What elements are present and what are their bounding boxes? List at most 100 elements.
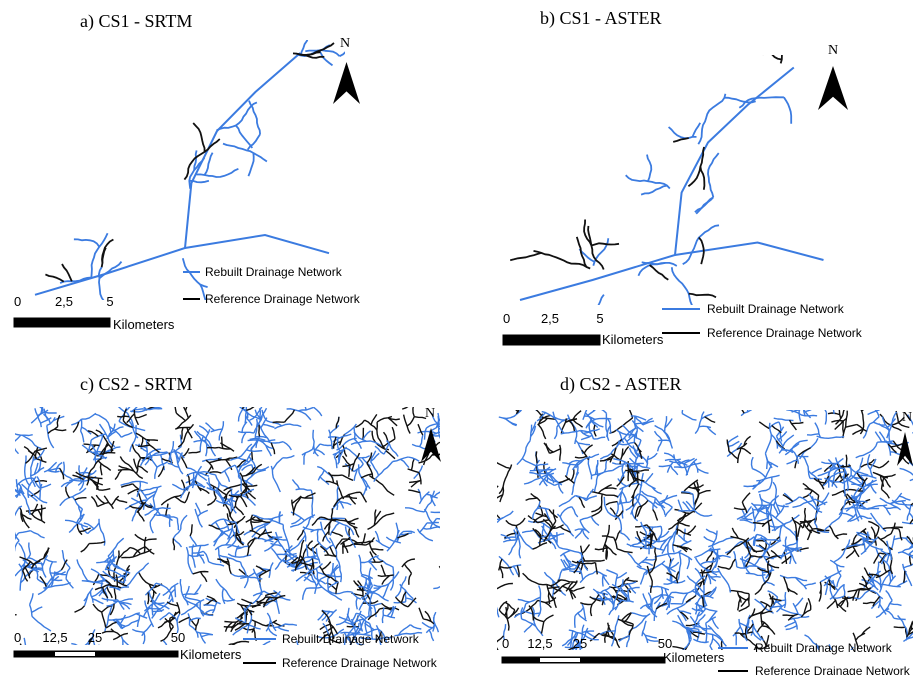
stream [533,617,544,622]
stream [516,405,524,414]
stream [185,586,189,597]
stream [253,395,254,407]
stream [576,440,583,454]
stream [516,518,525,526]
stream [354,544,366,545]
stream [329,520,332,531]
stream [108,665,110,675]
stream [443,513,445,529]
stream [210,472,222,473]
stream [199,426,208,433]
stream [342,475,353,480]
stream [10,647,21,650]
stream [881,534,892,540]
stream [276,598,279,614]
scale-tick: 2,5 [55,294,73,309]
stream [687,557,689,569]
stream [510,253,541,260]
stream [693,123,701,137]
stream [283,442,291,450]
stream [279,512,280,524]
stream [190,524,192,536]
stream [487,610,489,622]
stream [77,559,88,580]
stream [418,529,433,541]
stream [381,565,386,576]
stream [754,505,766,506]
stream [626,580,638,582]
stream [192,544,193,556]
stream [706,529,717,535]
stream [681,402,683,414]
stream [206,423,215,431]
stream [821,462,837,464]
stream [770,477,772,489]
stream [887,386,888,402]
stream [878,562,879,574]
stream [904,571,905,583]
stream [433,577,454,588]
stream [856,633,865,640]
stream [195,604,204,612]
stream [256,437,268,438]
stream [560,445,561,461]
stream [145,547,154,555]
stream [97,660,108,665]
stream [524,624,533,632]
stream [822,493,829,503]
stream [758,489,769,493]
stream [763,52,783,55]
scale-tick: 50 [658,636,672,651]
stream [19,531,31,533]
stream [437,518,449,519]
stream [173,529,181,538]
legend-label: Rebuilt Drainage Network [282,632,420,646]
stream [496,462,511,468]
stream [188,613,190,625]
stream [305,493,316,498]
stream [439,442,451,443]
stream [102,248,105,263]
drainage-map [473,379,913,670]
stream [885,610,893,618]
stream [222,437,223,449]
stream [107,587,112,598]
stream [413,405,414,417]
scale-bar [14,318,110,327]
stream [223,588,225,604]
stream [259,425,260,437]
stream [738,654,750,656]
stream [81,431,84,443]
stream [761,614,762,626]
stream [615,530,620,541]
stream [111,496,118,505]
stream [645,473,653,482]
stream [573,587,584,591]
stream [223,599,235,601]
stream [647,155,651,182]
stream [89,542,105,544]
figure: a) CS1 - SRTMN02,55KilometersRebuilt Dra… [0,0,913,675]
stream [745,396,747,408]
stream [842,513,853,517]
stream [768,564,779,567]
stream [831,403,834,415]
stream [863,539,875,540]
stream [423,526,447,529]
stream [131,404,140,412]
stream [686,596,696,603]
stream [193,123,204,152]
stream [317,530,318,542]
stream [573,411,581,420]
stream [207,447,219,448]
stream [473,525,484,530]
panel-title: c) CS2 - SRTM [80,374,192,395]
stream [744,436,751,446]
stream [369,476,394,496]
stream [554,427,557,439]
stream [801,610,810,617]
stream [139,573,157,587]
stream [314,407,322,416]
stream [448,430,450,442]
stream [619,442,635,444]
